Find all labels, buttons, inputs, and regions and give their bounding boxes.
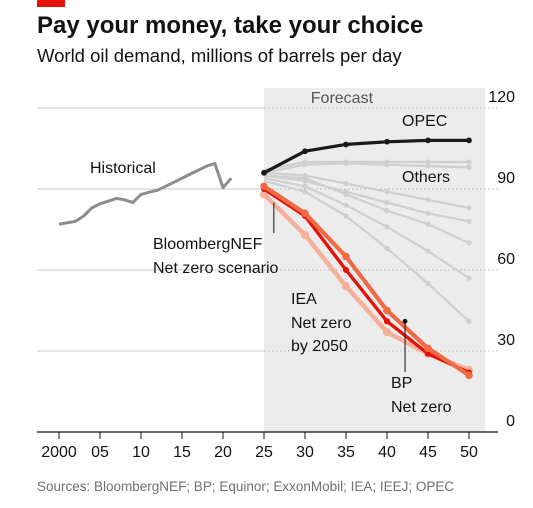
label-iea-3: by 2050 [291, 338, 348, 355]
point-others [302, 175, 308, 181]
series-layer [58, 137, 474, 380]
series-opec [262, 138, 471, 175]
series-opec-point [466, 137, 472, 144]
point-others [425, 210, 431, 216]
x-axis: 2000 05 10 15 20 25 30 35 40 45 50 [37, 431, 498, 461]
series-iea-point [341, 282, 351, 291]
x-tick-label: 45 [419, 444, 437, 461]
source-note: Sources: BloombergNEF; BP; Equinor; Exxo… [37, 479, 454, 494]
label-iea-1: IEA [291, 291, 317, 308]
point-others [466, 318, 472, 324]
x-tick-label: 2000 [41, 444, 77, 461]
point-others [343, 191, 349, 197]
series-bloombergnef-point [424, 350, 432, 357]
x-tick-label: 30 [296, 444, 314, 461]
point-others [425, 163, 431, 169]
label-bloombergnef-2: Net zero scenario [153, 260, 278, 277]
point-others [466, 218, 472, 224]
point-others [384, 199, 390, 206]
series-historical [58, 161, 233, 226]
point-others [466, 240, 472, 246]
forecast-shade [264, 88, 486, 432]
series-bp-point [260, 182, 268, 191]
point-others [384, 162, 390, 168]
series-opec-point [384, 138, 390, 145]
forecast-label: Forecast [311, 90, 374, 107]
chart-title: Pay your money, take your choice [37, 12, 423, 39]
label-historical: Historical [90, 160, 156, 177]
point-others [343, 160, 349, 166]
series-bp-point [342, 252, 350, 261]
point-others [425, 248, 431, 254]
point-others [384, 224, 390, 230]
annotations: OPEC Others Historical BloombergNEF Net … [90, 113, 452, 416]
x-tick-label: 25 [255, 444, 273, 461]
series-bp [261, 184, 472, 378]
point-others [343, 202, 349, 208]
series-bp-point [383, 306, 391, 315]
x-tick-label: 05 [91, 444, 109, 461]
point-others [384, 189, 390, 195]
point-others [466, 275, 472, 281]
x-tick-label: 20 [214, 444, 232, 461]
point-others [466, 205, 472, 211]
series-others-line [263, 160, 469, 172]
series-others-line [263, 162, 470, 174]
series-bp-point [301, 209, 309, 218]
y-axis: 0 30 60 90 120 [488, 89, 515, 430]
y-tick-label: 60 [497, 251, 515, 268]
point-others [302, 183, 308, 189]
chart-subtitle: World oil demand, millions of barrels pe… [37, 45, 402, 66]
series-opec-point [302, 148, 308, 155]
series-opec-point [343, 141, 349, 148]
series-iea-point [382, 328, 392, 337]
point-others [425, 197, 431, 203]
y-tick-label: 0 [506, 413, 515, 430]
point-others [425, 221, 431, 227]
x-tick-label: 15 [173, 444, 191, 461]
y-tick-label: 120 [488, 89, 515, 106]
point-others [302, 189, 308, 195]
series-others-line [263, 171, 470, 209]
grid-lines [37, 107, 498, 352]
series-iea-point [300, 230, 310, 239]
y-tick-label: 90 [497, 170, 515, 187]
point-others [384, 245, 390, 251]
label-bp-1: BP [391, 375, 412, 392]
label-bp-2: Net zero [391, 399, 452, 416]
series-others-line [263, 179, 470, 323]
point-others [425, 159, 431, 165]
point-others [343, 213, 349, 219]
point-others [384, 208, 390, 214]
series-others-line [263, 177, 470, 280]
series-bloombergnef [262, 187, 471, 375]
series-bloombergnef-point [383, 318, 391, 325]
series-bp-point [465, 371, 473, 380]
series-opec-point [261, 169, 267, 176]
point-others [302, 162, 308, 168]
series-opec-point [425, 137, 431, 144]
label-bloombergnef-1: BloombergNEF [153, 236, 263, 253]
point-others [425, 280, 431, 287]
x-tick-label: 35 [337, 444, 355, 461]
point-others [466, 164, 472, 170]
series-iea-point [259, 190, 269, 199]
x-tick-label: 40 [378, 444, 396, 461]
label-opec: OPEC [402, 113, 447, 130]
leader-bp-dot [402, 318, 408, 324]
series-others-line [263, 174, 470, 244]
series-others-line [263, 174, 470, 223]
y-tick-label: 30 [497, 332, 515, 349]
x-tick-label: 50 [460, 444, 478, 461]
series-bloombergnef-point [342, 266, 350, 274]
series-bp-point [424, 344, 432, 353]
leader-lines [273, 202, 408, 372]
point-others [466, 159, 472, 165]
label-others: Others [402, 169, 450, 186]
label-iea-2: Net zero [291, 315, 352, 332]
point-others [343, 181, 349, 187]
x-tick-label: 10 [132, 444, 150, 461]
accent-bar [37, 0, 65, 7]
